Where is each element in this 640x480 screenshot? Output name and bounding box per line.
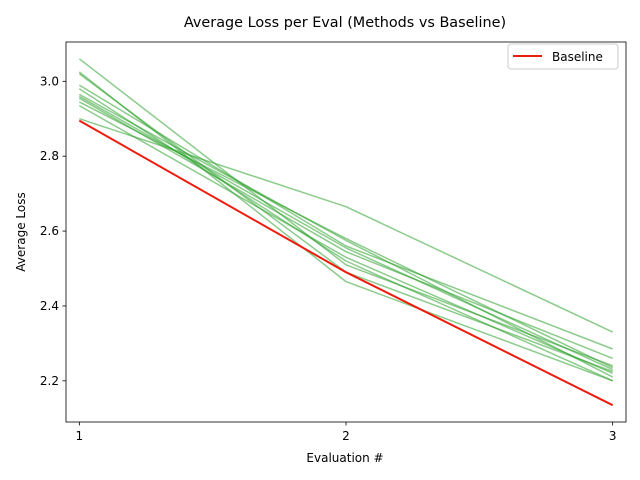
plot-frame: [65, 41, 627, 423]
series-line-method: [79, 117, 614, 333]
legend: Baseline: [507, 43, 619, 70]
legend-box: [507, 43, 619, 70]
y-tick-label: 2.6: [40, 224, 59, 238]
series-line-method: [78, 71, 613, 382]
x-axis-label: Evaluation #: [306, 451, 383, 465]
y-axis: 2.2 2.4 2.6 2.8 3.0: [40, 74, 66, 388]
x-tick-label: 2: [342, 429, 350, 443]
series-line-baseline: [78, 119, 614, 407]
y-tick-label: 2.8: [40, 149, 59, 163]
legend-label-baseline: Baseline: [552, 50, 603, 64]
series-line-method: [78, 95, 614, 371]
y-axis-label: Average Loss: [14, 192, 28, 271]
y-tick-label: 2.4: [40, 299, 59, 313]
series-layer: [78, 58, 614, 407]
x-tick-label: 3: [609, 429, 617, 443]
chart-title: Average Loss per Eval (Methods vs Baseli…: [184, 15, 506, 31]
series-line-method: [78, 104, 613, 374]
series-line-method: [78, 93, 614, 378]
x-tick-label: 1: [76, 429, 84, 443]
y-tick-label: 2.2: [40, 374, 59, 388]
series-line-method: [78, 97, 613, 360]
series-line-method: [78, 84, 613, 350]
y-tick-label: 3.0: [40, 74, 59, 88]
x-axis: 1 2 3: [76, 422, 617, 443]
series-line-method: [78, 58, 613, 367]
